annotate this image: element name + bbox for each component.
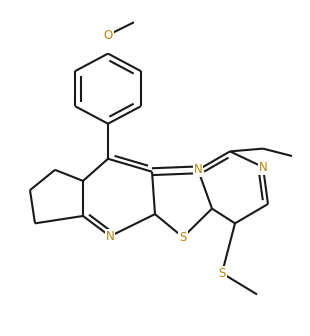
Text: N: N (194, 163, 202, 176)
Text: N: N (259, 161, 267, 174)
Text: S: S (179, 231, 187, 244)
Text: O: O (103, 29, 113, 42)
Text: N: N (106, 230, 114, 243)
Text: S: S (218, 267, 226, 280)
